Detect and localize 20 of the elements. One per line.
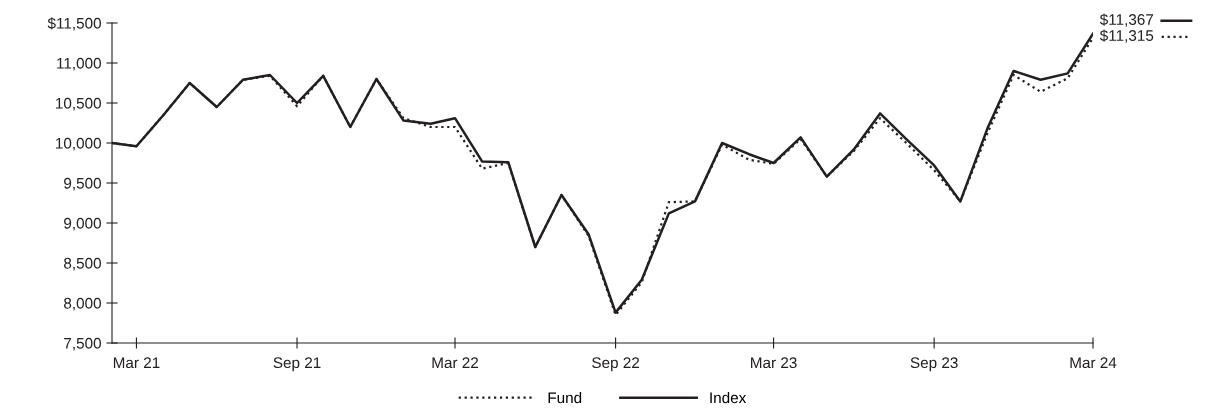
y-tick-label: 8,500 <box>64 257 101 271</box>
y-tick-label: 10,500 <box>56 97 101 111</box>
legend-label: Index <box>710 391 747 404</box>
y-tick-label: 11,000 <box>57 57 101 71</box>
x-tick-label: Mar 22 <box>432 357 479 369</box>
x-tick-label: Mar 21 <box>113 357 160 369</box>
y-tick-label: 9,500 <box>64 177 101 191</box>
y-tick-label: 10,000 <box>56 137 101 151</box>
y-tick-label: 8,000 <box>64 297 101 311</box>
data-label: $11,315 <box>1099 29 1154 43</box>
data-label: $11,367 <box>1099 13 1154 27</box>
x-tick-label: Sep 21 <box>273 357 321 372</box>
x-tick-label: Sep 22 <box>592 357 640 372</box>
y-tick-label: 9,000 <box>64 217 101 231</box>
legend-label: Fund <box>548 391 582 404</box>
y-tick-label: $11,500 <box>47 17 101 31</box>
y-tick-label: 7,500 <box>64 337 101 351</box>
x-tick-label: Mar 24 <box>1070 357 1117 369</box>
x-tick-label: Mar 23 <box>751 357 797 369</box>
x-tick-label: Sep 23 <box>910 357 958 372</box>
